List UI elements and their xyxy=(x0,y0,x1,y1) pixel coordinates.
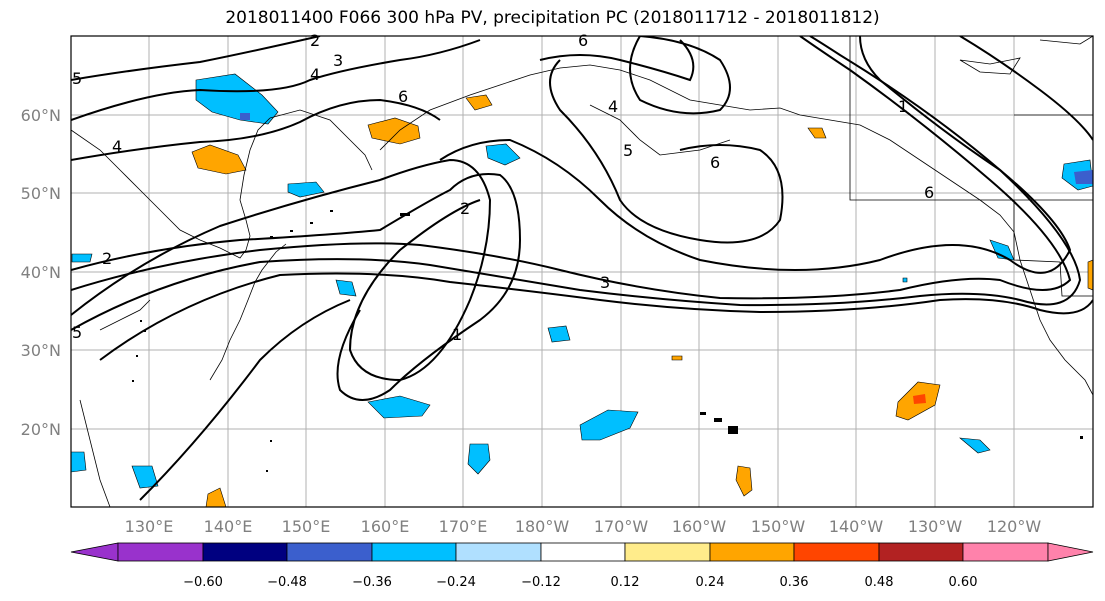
colorbar-bin xyxy=(793,542,880,562)
colorbar-bin xyxy=(371,542,457,562)
map-frame xyxy=(70,35,1094,508)
contour-labels: 2 3 4 5 6 6 4 5 6 1 6 2 3 1 4 2 5 xyxy=(72,31,934,344)
colorbar-tick-label: −0.36 xyxy=(352,575,392,590)
precip-patch xyxy=(579,409,639,441)
precip-patch xyxy=(335,279,357,297)
lat-label: 60°N xyxy=(21,106,61,125)
lat-label: 30°N xyxy=(21,341,61,360)
colorbar-bin xyxy=(202,542,288,562)
precipitation-shading xyxy=(71,73,1093,507)
precip-patch xyxy=(1074,170,1093,184)
contour-label: 1 xyxy=(898,97,908,116)
colorbar-tick-label: 0.48 xyxy=(865,575,894,590)
precip-patch xyxy=(367,117,421,145)
precip-patch xyxy=(131,465,159,489)
colorbar xyxy=(70,542,1094,562)
figure-title: 2018011400 F066 300 hPa PV, precipitatio… xyxy=(225,8,880,28)
precip-patch xyxy=(467,443,491,475)
lon-label: 140°E xyxy=(204,517,253,536)
precip-patch xyxy=(547,325,571,343)
contour-label: 6 xyxy=(578,31,588,50)
contour-label: 6 xyxy=(924,183,934,202)
colorbar-bin xyxy=(878,542,964,562)
colorbar-bin xyxy=(709,542,795,562)
contour-label: 5 xyxy=(72,323,82,342)
colorbar-tick-labels: −0.60 −0.48 −0.36 −0.24 −0.12 0.12 0.24 … xyxy=(183,575,977,590)
contour-label: 3 xyxy=(333,51,343,70)
colorbar-bin xyxy=(624,542,711,562)
colorbar-bin xyxy=(455,542,542,562)
lat-label: 20°N xyxy=(21,420,61,439)
lon-label: 120°W xyxy=(987,517,1042,536)
lon-label: 170°E xyxy=(439,517,488,536)
contour-label: 1 xyxy=(452,325,462,344)
precip-patch xyxy=(902,277,908,283)
lon-label: 180°W xyxy=(515,517,570,536)
colorbar-extend-high xyxy=(1047,542,1094,562)
lon-label: 150°W xyxy=(751,517,806,536)
precip-patch xyxy=(195,73,279,125)
latitude-labels: 60°N 50°N 40°N 30°N 20°N xyxy=(21,106,61,439)
precip-patch xyxy=(71,253,93,263)
contour-label: 5 xyxy=(72,69,82,88)
colorbar-tick-label: 0.60 xyxy=(949,575,978,590)
pv-contours xyxy=(71,36,1093,501)
precip-patch xyxy=(989,239,1015,261)
coastlines xyxy=(71,36,1093,507)
contour-label: 4 xyxy=(112,137,122,156)
precip-patch xyxy=(287,181,325,198)
precip-patch xyxy=(205,487,227,507)
contour-label: 4 xyxy=(310,65,320,84)
lon-label: 150°E xyxy=(282,517,331,536)
precip-patch xyxy=(465,94,493,111)
lon-label: 160°E xyxy=(361,517,410,536)
contour-label: 6 xyxy=(710,153,720,172)
contour-label: 3 xyxy=(600,273,610,292)
lon-label: 170°W xyxy=(594,517,649,536)
colorbar-tick-label: −0.24 xyxy=(436,575,476,590)
lon-label: 140°W xyxy=(829,517,884,536)
contour-label: 2 xyxy=(310,31,320,50)
colorbar-tick-label: −0.60 xyxy=(183,575,223,590)
lat-label: 40°N xyxy=(21,263,61,282)
precip-patch xyxy=(671,355,683,361)
colorbar-tick-label: −0.48 xyxy=(267,575,307,590)
lon-label: 160°W xyxy=(672,517,727,536)
colorbar-tick-label: 0.12 xyxy=(611,575,640,590)
longitude-labels: 130°E 140°E 150°E 160°E 170°E 180°W 170°… xyxy=(125,517,1042,536)
contour-label: 2 xyxy=(460,199,470,218)
contour-label: 2 xyxy=(102,249,112,268)
precip-patch xyxy=(240,113,250,120)
contour-label: 5 xyxy=(623,141,633,160)
precip-patch xyxy=(913,394,926,404)
precip-patch xyxy=(71,451,87,473)
colorbar-bin xyxy=(286,542,373,562)
colorbar-tick-label: −0.12 xyxy=(521,575,561,590)
colorbar-tick-label: 0.36 xyxy=(780,575,809,590)
lon-label: 130°E xyxy=(125,517,174,536)
colorbar-tick-label: 0.24 xyxy=(696,575,725,590)
contour-label: 6 xyxy=(398,87,408,106)
precip-patch xyxy=(735,465,753,497)
precip-patch xyxy=(1087,259,1093,291)
contour-label: 4 xyxy=(608,97,618,116)
colorbar-bin xyxy=(540,542,626,562)
precip-patch xyxy=(807,127,827,139)
precip-patch xyxy=(485,143,521,166)
colorbar-bin xyxy=(962,542,1049,562)
colorbar-extend-low xyxy=(70,542,119,562)
lon-label: 130°W xyxy=(908,517,963,536)
lat-label: 50°N xyxy=(21,184,61,203)
precip-patch xyxy=(959,437,991,454)
precip-patch xyxy=(367,395,431,419)
colorbar-bin xyxy=(117,542,204,562)
precip-patch xyxy=(191,144,247,175)
